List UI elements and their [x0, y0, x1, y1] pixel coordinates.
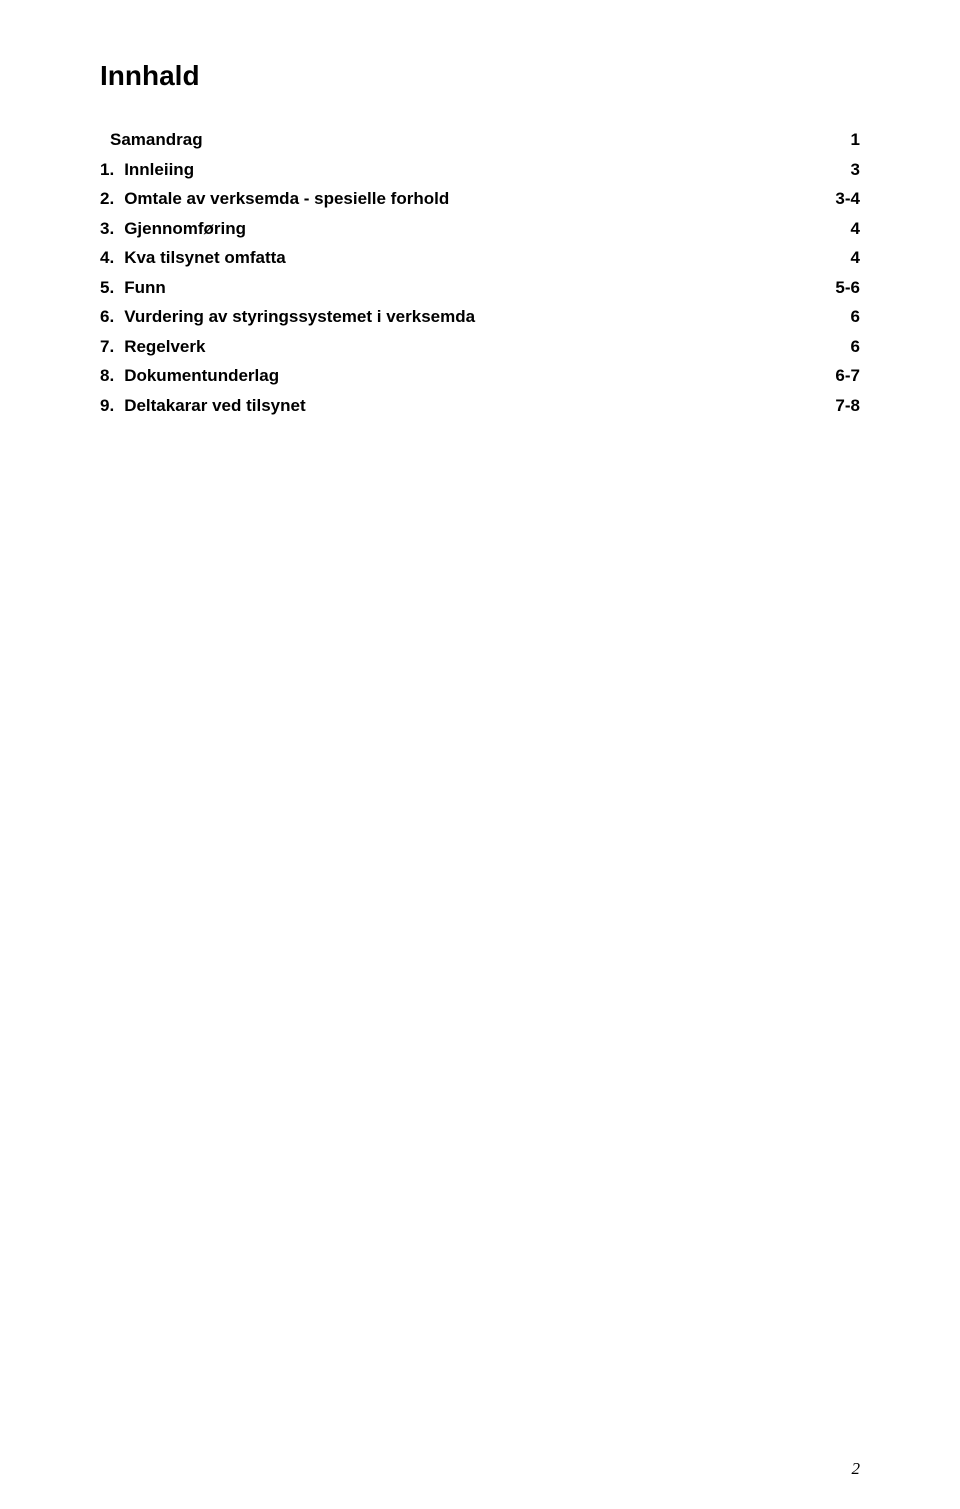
toc-page-ref: 3	[847, 160, 860, 180]
toc-row: 4. Kva tilsynet omfatta 4	[100, 248, 860, 268]
table-of-contents: Samandrag 1 1. Innleiing 3 2. Omtale av …	[100, 130, 860, 415]
toc-label: Omtale av verksemda - spesielle forhold	[124, 189, 449, 209]
toc-label: Funn	[124, 278, 166, 298]
toc-label: Vurdering av styringssystemet i verksemd…	[124, 307, 475, 327]
toc-number: 8.	[100, 366, 124, 386]
toc-page-ref: 4	[847, 219, 860, 239]
toc-number: 7.	[100, 337, 124, 357]
toc-row: 6. Vurdering av styringssystemet i verks…	[100, 307, 860, 327]
toc-row: 7. Regelverk 6	[100, 337, 860, 357]
toc-number: 2.	[100, 189, 124, 209]
toc-row: Samandrag 1	[100, 130, 860, 150]
page-number: 2	[852, 1459, 861, 1479]
toc-row: 5. Funn 5-6	[100, 278, 860, 298]
toc-number: 3.	[100, 219, 124, 239]
toc-row: 3. Gjennomføring 4	[100, 219, 860, 239]
toc-label: Samandrag	[110, 130, 203, 150]
toc-page-ref: 3-4	[831, 189, 860, 209]
toc-label: Kva tilsynet omfatta	[124, 248, 286, 268]
toc-page-ref: 5-6	[831, 278, 860, 298]
toc-label: Gjennomføring	[124, 219, 246, 239]
page-title: Innhald	[100, 60, 860, 92]
toc-page-ref: 6	[847, 307, 860, 327]
toc-number: 4.	[100, 248, 124, 268]
toc-row: 2. Omtale av verksemda - spesielle forho…	[100, 189, 860, 209]
document-page: Innhald Samandrag 1 1. Innleiing 3 2. Om…	[0, 0, 960, 1509]
toc-page-ref: 6	[847, 337, 860, 357]
toc-number: 1.	[100, 160, 124, 180]
toc-label: Innleiing	[124, 160, 194, 180]
toc-label: Regelverk	[124, 337, 205, 357]
toc-row: 1. Innleiing 3	[100, 160, 860, 180]
toc-row: 8. Dokumentunderlag 6-7	[100, 366, 860, 386]
toc-label: Dokumentunderlag	[124, 366, 279, 386]
toc-number: 5.	[100, 278, 124, 298]
toc-page-ref: 4	[847, 248, 860, 268]
toc-page-ref: 1	[847, 130, 860, 150]
toc-number: 6.	[100, 307, 124, 327]
toc-label: Deltakarar ved tilsynet	[124, 396, 305, 416]
toc-number: 9.	[100, 396, 124, 416]
toc-row: 9. Deltakarar ved tilsynet 7-8	[100, 396, 860, 416]
toc-page-ref: 7-8	[831, 396, 860, 416]
toc-page-ref: 6-7	[831, 366, 860, 386]
